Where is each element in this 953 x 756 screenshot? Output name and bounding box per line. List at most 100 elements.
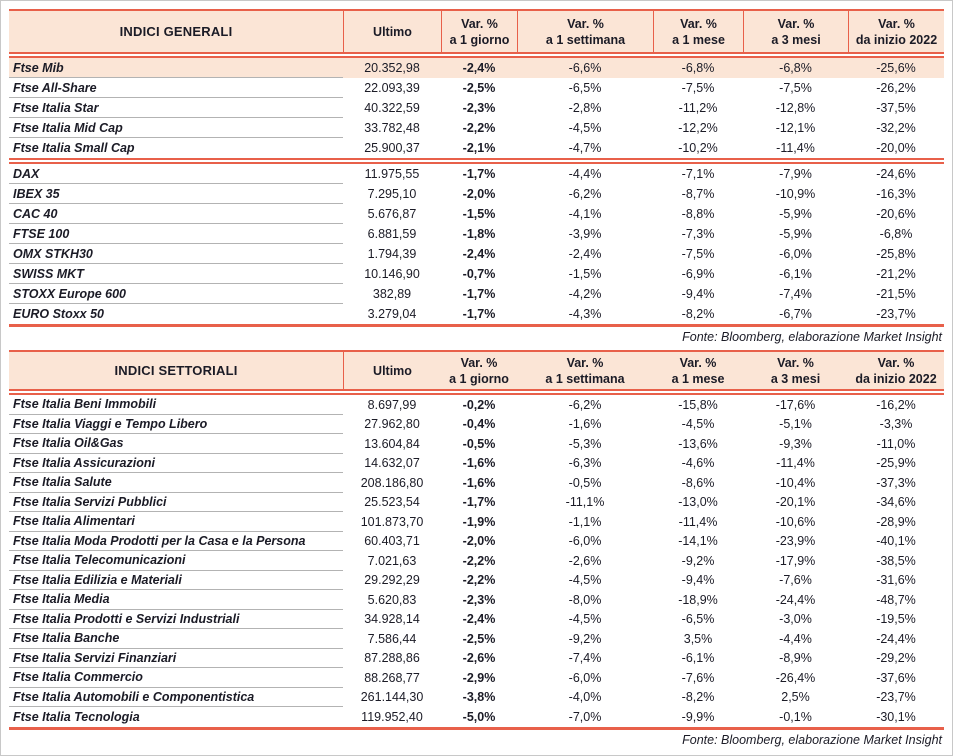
table-row: FTSE 100 6.881,59 -1,8% -3,9% -7,3% -5,9% -6,… (9, 224, 944, 244)
value-cell: -2,4% (462, 612, 496, 627)
value-cell: -6,9% (681, 267, 715, 281)
value-cell: -7,0% (568, 709, 602, 724)
value-cell: 1.794,39 (367, 247, 417, 261)
index-name-cell: STOXX Europe 600 (9, 284, 343, 304)
value-cell: -1,5% (462, 207, 496, 221)
value-cell: 382,89 (372, 287, 412, 301)
value-cell: -4,7% (568, 141, 602, 155)
index-name-cell: EURO Stoxx 50 (13, 307, 105, 321)
table-row: Ftse Italia Tecnologia 119.952,40 -5,0% -7… (9, 707, 944, 727)
column-header: Var. % a 1 settimana (545, 355, 625, 386)
header-divider-line (9, 52, 944, 58)
section-divider-line (9, 158, 944, 164)
value-cell: -38,5% (876, 553, 916, 568)
index-name-cell: Ftse Italia Oil&Gas (9, 434, 343, 454)
value-cell: 119.952,40 (361, 709, 423, 724)
value-cell: -2,0% (462, 534, 496, 549)
table-body: Ftse Italia Beni Immobili 8.697,99 -0,2% -… (9, 395, 944, 727)
table-row: Ftse Italia Prodotti e Servizi Industria… (9, 610, 944, 629)
index-name-cell: DAX (9, 164, 343, 184)
value-cell: -4,5% (568, 612, 602, 627)
value-cell: -5,9% (779, 207, 812, 221)
index-name-cell: Ftse Italia Beni Immobili (9, 395, 343, 415)
table-bottom-line (9, 726, 944, 730)
column-header: Ultimo (343, 11, 441, 52)
value-cell: -2,9% (462, 670, 496, 685)
value-cell: 7.295,10 (367, 187, 417, 201)
value-cell: -9,9% (681, 709, 715, 724)
index-name-cell: Ftse Italia Media (9, 590, 343, 610)
index-name-cell: IBEX 35 (9, 184, 343, 204)
table-title: INDICI GENERALI (119, 23, 233, 39)
value-cell: -7,3% (681, 227, 715, 241)
index-name-cell: Ftse Italia Commercio (9, 668, 343, 688)
value-cell: -31,6% (876, 573, 916, 588)
index-name-cell: Ftse Italia Servizi Finanziari (9, 649, 343, 668)
value-cell: -1,6% (462, 475, 496, 490)
value-cell: -12,2% (678, 121, 718, 135)
value-cell: -6,8% (879, 227, 913, 241)
value-cell: -8,6% (681, 475, 715, 490)
table-header-row: INDICI SETTORIALI Ultimo Var. % a 1 giorno… (9, 352, 944, 389)
value-cell: -17,9% (775, 553, 816, 568)
value-cell: -26,4% (775, 670, 816, 685)
value-cell: -23,9% (775, 534, 816, 549)
index-name-cell: Ftse Italia Moda Prodotti per la Casa e … (9, 532, 343, 551)
value-cell: -4,6% (681, 456, 715, 471)
value-cell: -7,5% (779, 81, 812, 95)
value-cell: -37,6% (876, 670, 916, 685)
value-cell: 11.975,55 (364, 167, 420, 181)
value-cell: -23,7% (876, 690, 916, 705)
value-cell: 20.352,98 (364, 61, 420, 75)
value-cell: -2,4% (462, 61, 496, 75)
value-cell: -5,9% (779, 227, 812, 241)
value-cell: -2,0% (462, 187, 496, 201)
value-cell: -2,2% (462, 121, 496, 135)
value-cell: -16,3% (876, 187, 916, 201)
value-cell: 87.288,86 (364, 651, 420, 666)
value-cell: -24,4% (876, 631, 916, 646)
value-cell: -40,1% (876, 534, 916, 549)
index-name-cell: Ftse Italia Prodotti e Servizi Industria… (9, 610, 343, 629)
value-cell: 7.021,63 (367, 553, 417, 568)
value-cell: -1,5% (568, 267, 602, 281)
value-cell: -34,6% (876, 495, 916, 510)
value-cell: -9,4% (681, 287, 715, 301)
table-row: Ftse Italia Servizi Pubblici 25.523,54 -1… (9, 493, 944, 512)
table-row: Ftse Italia Mid Cap 33.782,48 -2,2% -4,5% -… (9, 118, 944, 138)
value-cell: 34.928,14 (364, 612, 420, 627)
table-row: DAX 11.975,55 -1,7% -4,4% -7,1% -7,9% -24,6% (9, 164, 944, 184)
value-cell: -7,9% (779, 167, 812, 181)
value-cell: -10,6% (775, 514, 816, 529)
index-name-cell: Ftse Italia Small Cap (13, 141, 135, 155)
value-cell: -1,1% (568, 514, 602, 529)
value-cell: -2,6% (568, 553, 602, 568)
table-row: Ftse Italia Edilizia e Materiali 29.292,… (9, 571, 944, 590)
value-cell: -9,2% (681, 553, 715, 568)
value-cell: -6,6% (568, 61, 602, 75)
value-cell: -7,4% (779, 287, 812, 301)
table-row: IBEX 35 7.295,10 -2,0% -6,2% -8,7% -10,9% -16… (9, 184, 944, 204)
value-cell: -0,4% (462, 417, 496, 432)
value-cell: -2,3% (462, 101, 496, 115)
value-cell: -6,0% (568, 670, 602, 685)
value-cell: 8.697,99 (367, 397, 417, 412)
value-cell: -10,4% (775, 475, 816, 490)
value-cell: 3,5% (683, 631, 713, 646)
column-header: Var. % da inizio 2022 (848, 11, 944, 52)
value-cell: -6,8% (681, 61, 715, 75)
table-row: Ftse Italia Beni Immobili 8.697,99 -0,2% -… (9, 395, 944, 415)
index-name-cell: Ftse Italia Servizi Pubblici (9, 493, 343, 512)
table-row: Ftse Italia Servizi Finanziari 87.288,86… (9, 649, 944, 668)
value-cell: 25.900,37 (364, 141, 420, 155)
table-bottom-line (9, 324, 944, 327)
value-cell: 10.146,90 (364, 267, 420, 281)
table-title: INDICI SETTORIALI (114, 362, 238, 378)
value-cell: -4,3% (568, 307, 602, 321)
table-header-row: INDICI GENERALI Ultimo Var. % a 1 giorno Va… (9, 11, 944, 52)
value-cell: -6,0% (779, 247, 812, 261)
source-note: Fonte: Bloomberg, elaborazione Market In… (682, 330, 942, 344)
value-cell: -24,6% (876, 167, 916, 181)
table-row: CAC 40 5.676,87 -1,5% -4,1% -8,8% -5,9% -20,6… (9, 204, 944, 224)
value-cell: -21,2% (876, 267, 916, 281)
